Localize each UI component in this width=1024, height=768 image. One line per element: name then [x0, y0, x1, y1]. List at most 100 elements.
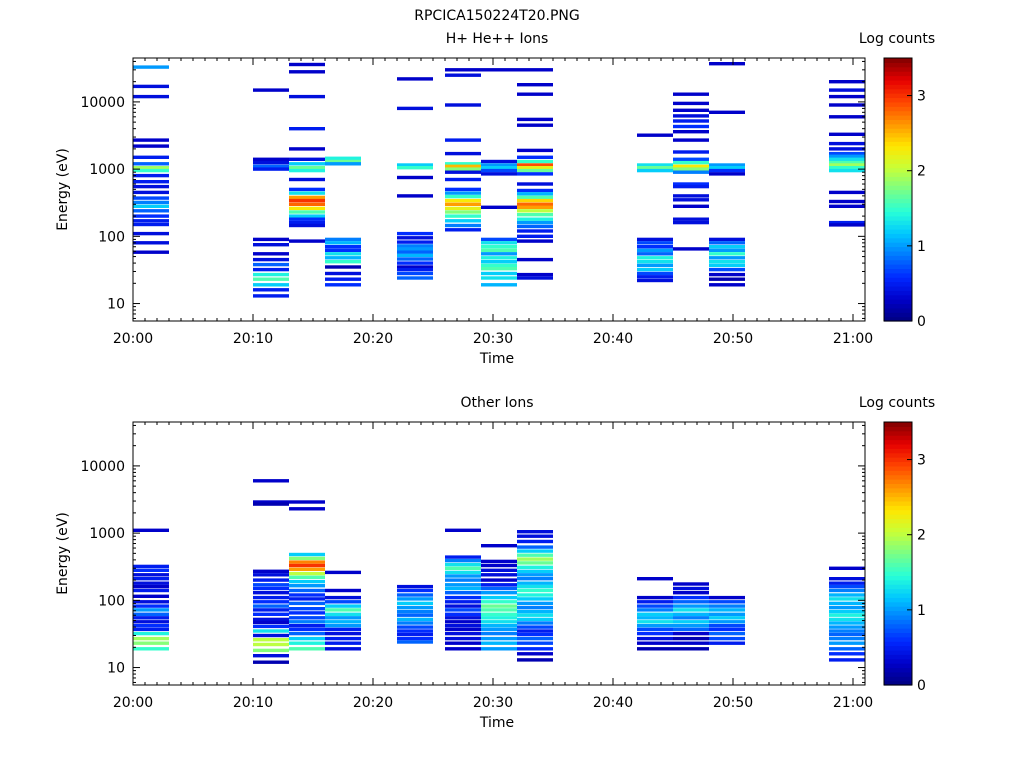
heatmap-cell	[133, 577, 169, 581]
heatmap-cell	[133, 568, 169, 572]
heatmap-cell	[289, 641, 325, 645]
heatmap-cell	[517, 148, 553, 153]
heatmap-cell	[445, 73, 481, 77]
heatmap-cell	[325, 627, 361, 632]
colorbar-segment	[884, 470, 912, 476]
heatmap-cell	[829, 621, 865, 625]
colorbar-segment	[884, 553, 912, 559]
x-tick-label: 20:30	[473, 695, 513, 711]
heatmap-cell	[481, 612, 517, 616]
heatmap-cell	[133, 219, 169, 223]
heatmap-cells	[133, 62, 865, 298]
heatmap-cell	[289, 584, 325, 588]
colorbar-segment	[884, 264, 912, 269]
heatmap-cell	[517, 557, 553, 561]
x-tick-label: 20:10	[233, 331, 273, 347]
colorbar-segment	[884, 426, 912, 432]
y-axis-label: Energy (eV)	[55, 148, 71, 231]
heatmap-cell	[829, 88, 865, 92]
heatmap-cell	[637, 641, 673, 645]
heatmap-cell	[253, 500, 289, 504]
colorbar-tick-label: 2	[917, 164, 926, 180]
heatmap-cell	[253, 252, 289, 256]
heatmap-cell	[673, 130, 709, 134]
heatmap-cell	[517, 581, 553, 585]
heatmap-cell	[289, 162, 325, 166]
heatmap-cell	[133, 564, 169, 569]
heatmap-cell	[133, 222, 169, 227]
colorbar-segment	[884, 268, 912, 274]
colorbar-segment	[884, 562, 912, 568]
heatmap-cell	[517, 539, 553, 544]
heatmap-cell	[325, 245, 361, 249]
heatmap-cell	[673, 150, 709, 154]
heatmap-cell	[673, 604, 709, 608]
heatmap-cell	[253, 283, 289, 287]
heatmap-cell	[709, 277, 745, 281]
heatmap-cell	[253, 591, 289, 595]
panel-title: H+ He++ Ions	[446, 31, 549, 47]
heatmap-cell	[445, 624, 481, 628]
heatmap-cell	[481, 586, 517, 591]
heatmap-cell	[133, 627, 169, 632]
heatmap-cell	[253, 600, 289, 604]
heatmap-cell	[673, 595, 709, 600]
heatmap-cell	[325, 631, 361, 636]
heatmap-cell	[133, 647, 169, 651]
heatmap-cell	[709, 163, 745, 167]
colorbar-segment	[884, 198, 912, 204]
heatmap-cell	[445, 177, 481, 182]
heatmap-cell	[133, 584, 169, 589]
heatmap-cell	[517, 155, 553, 159]
x-axis-label: Time	[479, 351, 514, 367]
colorbar-segment	[884, 272, 912, 278]
heatmap-cell	[325, 588, 361, 593]
heatmap-cell	[397, 584, 433, 589]
colorbar-segment	[884, 531, 912, 537]
heatmap-cell	[517, 625, 553, 629]
colorbar-segment	[884, 478, 912, 484]
heatmap-cell	[289, 223, 325, 228]
x-tick-label: 20:50	[713, 331, 753, 347]
heatmap-cell	[133, 588, 169, 593]
colorbar-tick-label: 0	[917, 314, 926, 330]
heatmap-cell	[829, 652, 865, 656]
heatmap-cell	[397, 163, 433, 167]
heatmap-cell	[253, 608, 289, 612]
heatmap-cell	[517, 198, 553, 203]
colorbar-segment	[884, 623, 912, 629]
heatmap-cell	[829, 80, 865, 84]
heatmap-cell	[829, 581, 865, 585]
heatmap-cell	[637, 604, 673, 608]
heatmap-cell	[253, 272, 289, 277]
heatmap-cell	[637, 624, 673, 628]
heatmap-cell	[673, 184, 709, 189]
colorbar-segment	[884, 58, 912, 63]
colorbar-frame	[883, 57, 913, 322]
heatmap-cell	[517, 549, 553, 553]
heatmap-cell	[133, 616, 169, 620]
heatmap-cell	[481, 591, 517, 595]
heatmap-cell	[673, 636, 709, 641]
colorbar-segment	[884, 215, 912, 221]
heatmap-cell	[133, 573, 169, 577]
heatmap-cell	[481, 248, 517, 252]
heatmap-cell	[133, 204, 169, 208]
heatmap-cell	[445, 528, 481, 532]
heatmap-cell	[325, 624, 361, 628]
heatmap-cell	[325, 156, 361, 160]
x-tick-label: 20:40	[593, 695, 633, 711]
colorbar-tick-label: 3	[917, 89, 926, 105]
heatmap-cell	[481, 608, 517, 612]
heatmap-cell	[397, 593, 433, 597]
heatmap-cell	[517, 609, 553, 614]
heatmap-cell	[481, 627, 517, 632]
heatmap-cell	[325, 616, 361, 620]
heatmap-cell	[397, 636, 433, 641]
heatmap-cell	[289, 94, 325, 99]
heatmap-cell	[445, 562, 481, 567]
colorbar-segment	[884, 123, 912, 129]
heatmap-cell	[673, 247, 709, 251]
heatmap-cell	[325, 570, 361, 575]
heatmap-cell	[133, 173, 169, 178]
